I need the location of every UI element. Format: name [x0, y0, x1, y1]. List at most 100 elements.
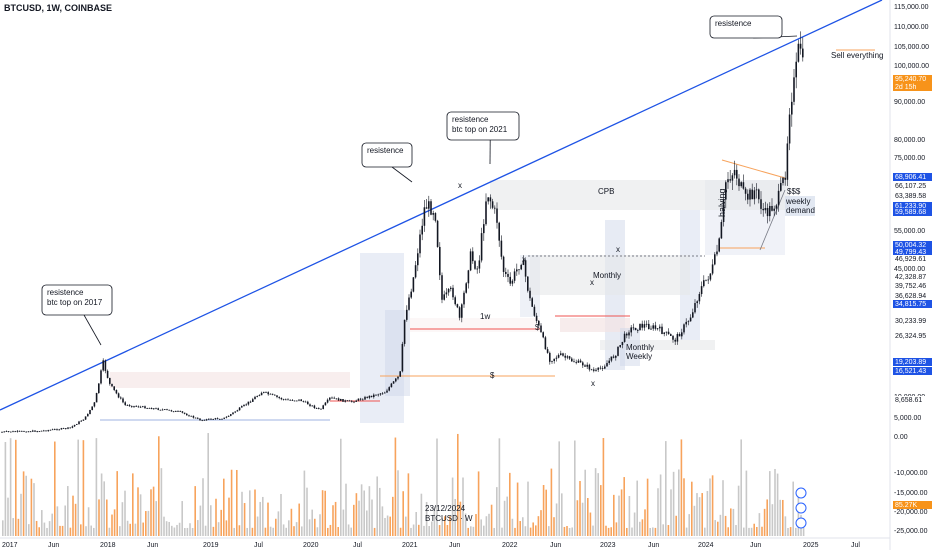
callout-text: btc top on 2021 [452, 125, 508, 134]
candle-body [164, 409, 166, 410]
volume-bar [413, 525, 415, 536]
volume-bar [405, 517, 407, 536]
price-tick-label: -25,000.00 [894, 528, 928, 535]
candle-body [329, 398, 331, 400]
candle-body [153, 408, 155, 409]
volume-bar [746, 471, 748, 536]
candle-body [212, 419, 214, 420]
candle-body [391, 384, 393, 388]
annotation-label: halving [717, 188, 727, 217]
price-label: 50,004.32 [895, 242, 926, 249]
volume-bar [12, 518, 14, 536]
candle-body [485, 201, 487, 224]
volume-bar [566, 526, 568, 536]
candle-body [505, 272, 507, 274]
candle-body [267, 392, 269, 394]
candle-body [630, 327, 632, 332]
candle-body [175, 411, 177, 412]
candle-body [63, 428, 65, 429]
volume-bar [571, 527, 573, 536]
price-tick-label: -10,000.00 [894, 470, 928, 477]
candle-body [732, 175, 734, 180]
volume-bar [278, 511, 280, 536]
volume-bar [137, 487, 139, 536]
volume-bar [738, 486, 740, 536]
candle-body [787, 143, 789, 179]
candle-body [155, 408, 157, 409]
candle-body [516, 269, 518, 271]
volume-bar [395, 438, 397, 536]
candle-body [210, 419, 212, 420]
candle-body [745, 189, 747, 194]
volume-bar [189, 523, 191, 536]
candle-body [483, 224, 485, 233]
candle-body [677, 334, 679, 342]
volume-bar [392, 497, 394, 536]
volume-bar [660, 474, 662, 536]
candle-body [659, 327, 661, 329]
candle-body [30, 431, 32, 432]
candle-body [545, 337, 547, 349]
candle-body [454, 297, 456, 304]
volume-bar [561, 493, 563, 536]
candle-body [498, 223, 500, 241]
candle-body [151, 408, 153, 409]
volume-bar [493, 528, 495, 536]
volume-bar [470, 526, 472, 536]
annotation-label: Weekly [626, 352, 652, 361]
volume-bar [626, 528, 628, 536]
volume-bar [696, 493, 698, 536]
volume-bar [379, 488, 381, 536]
candle-body [793, 77, 795, 101]
candle-body [767, 208, 769, 216]
volume-bar [129, 524, 131, 536]
volume-bar [371, 500, 373, 536]
volume-bar [631, 528, 633, 536]
volume-bar [496, 487, 498, 536]
volume-bar [335, 502, 337, 536]
candle-body [652, 325, 654, 328]
candle-body [105, 360, 107, 371]
volume-bar [18, 519, 20, 536]
volume-bar [311, 510, 313, 536]
candle-body [637, 330, 639, 331]
volume-bar [106, 500, 108, 536]
candle-body [248, 402, 250, 405]
volume-bar [296, 522, 298, 536]
candle-body [116, 390, 118, 393]
volume-bar [246, 528, 248, 536]
volume-bar [88, 507, 90, 536]
volume-bar [590, 513, 592, 536]
candle-body [681, 332, 683, 336]
candle-body [375, 395, 377, 396]
candle-body [351, 401, 353, 402]
price-tick-label: -15,000.00 [894, 490, 928, 497]
candle-body [380, 393, 382, 394]
candle-body [265, 392, 267, 393]
volume-bar [548, 526, 550, 536]
volume-bar [712, 475, 714, 536]
candle-body [366, 397, 368, 398]
volume-bar [751, 528, 753, 536]
candle-body [760, 199, 762, 209]
candle-body [360, 399, 362, 400]
candle-body [562, 353, 564, 355]
candle-body [549, 353, 551, 362]
candle-body [589, 365, 591, 370]
volume-bar [148, 511, 150, 536]
candle-body [254, 397, 256, 399]
callout-bubble: resistence [710, 16, 797, 38]
price-tick-label: 100,000.00 [894, 63, 929, 70]
candle-body [795, 62, 797, 78]
candle-body [468, 270, 470, 283]
candle-body [259, 395, 261, 396]
volume-bar [717, 522, 719, 536]
candle-body [14, 431, 16, 432]
candle-body [45, 430, 47, 431]
volume-bar [319, 514, 321, 536]
volume-bar [327, 528, 329, 536]
price-tick-label: 115,000.00 [894, 4, 929, 11]
time-tick-label: Jun [550, 542, 561, 549]
